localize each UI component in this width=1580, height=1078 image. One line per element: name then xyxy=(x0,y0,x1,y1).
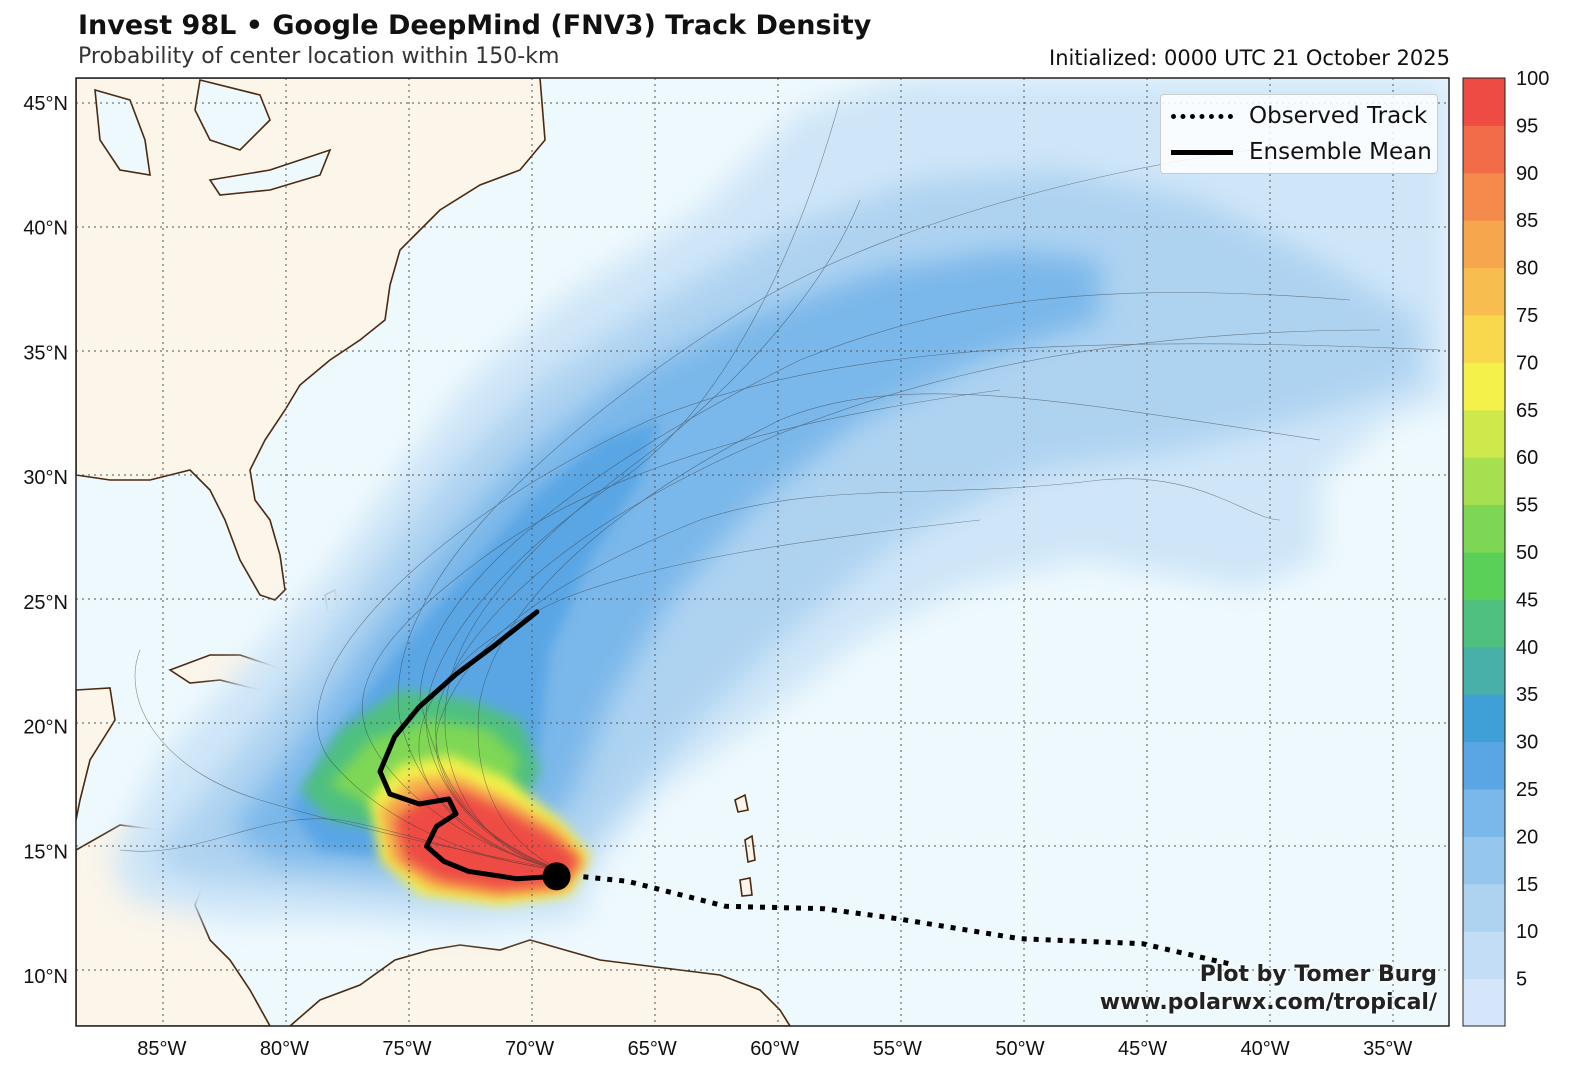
colorbar-segment xyxy=(1463,78,1505,126)
colorbar-label: 5 xyxy=(1516,969,1527,991)
colorbar-label: 45 xyxy=(1516,589,1538,611)
lon-label: 80°W xyxy=(260,1038,309,1060)
colorbar-label: 95 xyxy=(1516,115,1538,137)
credit-url[interactable]: www.polarwx.com/tropical/ xyxy=(1099,990,1437,1015)
colorbar-label: 20 xyxy=(1516,826,1538,848)
lon-label: 65°W xyxy=(628,1038,677,1060)
colorbar-label: 60 xyxy=(1516,447,1538,469)
colorbar-frame xyxy=(1462,77,1506,1027)
lon-label: 40°W xyxy=(1241,1038,1290,1060)
colorbar-segment xyxy=(1463,978,1505,1027)
lon-label: 45°W xyxy=(1118,1038,1167,1060)
colorbar-segment xyxy=(1463,267,1505,316)
legend-observed-label: Observed Track xyxy=(1249,103,1428,129)
colorbar xyxy=(1463,78,1505,1027)
solid-line-icon xyxy=(1171,149,1233,155)
colorbar-segment xyxy=(1463,362,1505,411)
colorbar-segment xyxy=(1463,125,1505,174)
colorbar-label: 30 xyxy=(1516,732,1538,754)
colorbar-segment xyxy=(1463,741,1505,790)
legend-observed-track: Observed Track xyxy=(1171,101,1427,131)
colorbar-segment xyxy=(1463,315,1505,363)
gridlines xyxy=(76,78,1449,1026)
lat-label: 10°N xyxy=(23,966,68,988)
initialized-time: Initialized: 0000 UTC 21 October 2025 xyxy=(1049,46,1450,70)
lat-label: 40°N xyxy=(23,218,68,240)
colorbar-label: 90 xyxy=(1516,163,1538,185)
colorbar-segment xyxy=(1463,220,1505,269)
colorbar-segment xyxy=(1463,931,1505,980)
lat-label: 15°N xyxy=(23,841,68,863)
colorbar-segment xyxy=(1463,646,1505,695)
colorbar-segment xyxy=(1463,172,1505,221)
lat-label: 45°N xyxy=(23,93,68,115)
colorbar-segment xyxy=(1463,694,1505,743)
colorbar-segment xyxy=(1463,836,1505,885)
ensemble-member-tracks xyxy=(119,99,1441,871)
colorbar-segment xyxy=(1463,883,1505,932)
ensemble-mean-line xyxy=(377,609,559,882)
lon-label: 50°W xyxy=(995,1038,1044,1060)
chart-title: Invest 98L • Google DeepMind (FNV3) Trac… xyxy=(78,10,872,41)
colorbar-label: 25 xyxy=(1516,779,1538,801)
chart-subtitle: Probability of center location within 15… xyxy=(78,44,560,69)
legend: Observed Track Ensemble Mean xyxy=(1160,94,1438,174)
storm-position-marker xyxy=(542,862,571,891)
colorbar-segment xyxy=(1463,552,1505,600)
lon-label: 60°W xyxy=(750,1038,799,1060)
colorbar-segment xyxy=(1463,409,1505,458)
lon-label: 35°W xyxy=(1363,1038,1412,1060)
colorbar-label: 50 xyxy=(1516,542,1538,564)
colorbar-label: 65 xyxy=(1516,400,1538,422)
colorbar-label: 40 xyxy=(1516,637,1538,659)
latitude-labels: 45°N 40°N 35°N 30°N 25°N 20°N 15°N 10°N xyxy=(23,93,68,988)
colorbar-label: 15 xyxy=(1516,874,1538,896)
map-frame xyxy=(75,77,1450,1027)
colorbar-label: 80 xyxy=(1516,258,1538,280)
colorbar-label: 100 xyxy=(1516,68,1549,90)
lon-label: 70°W xyxy=(505,1038,554,1060)
credit-author: Plot by Tomer Burg xyxy=(1199,962,1437,987)
lon-label: 55°W xyxy=(873,1038,922,1060)
lon-label: 75°W xyxy=(382,1038,431,1060)
colorbar-segment xyxy=(1463,457,1505,506)
colorbar-label: 75 xyxy=(1516,305,1538,327)
dotted-line-icon xyxy=(1171,113,1233,119)
longitude-labels: 85°W 80°W 75°W 70°W 65°W 60°W 55°W 50°W 45°W 40°W… xyxy=(137,1038,1412,1060)
lat-label: 25°N xyxy=(23,592,68,614)
colorbar-segment xyxy=(1463,789,1505,837)
colorbar-label: 70 xyxy=(1516,352,1538,374)
observed-track-line xyxy=(578,873,1229,967)
land xyxy=(76,78,791,1026)
colorbar-label: 85 xyxy=(1516,210,1538,232)
lat-label: 35°N xyxy=(23,342,68,364)
colorbar-label: 35 xyxy=(1516,684,1538,706)
colorbar-labels: 5 10 15 20 25 30 35 40 45 50 55 60 65 70 75 80 85 90 95 100 xyxy=(1516,68,1549,991)
legend-ensemble-mean: Ensemble Mean xyxy=(1171,137,1432,167)
lat-label: 30°N xyxy=(23,467,68,489)
lat-label: 20°N xyxy=(23,717,68,739)
lon-label: 85°W xyxy=(137,1038,186,1060)
colorbar-label: 55 xyxy=(1516,495,1538,517)
colorbar-segment xyxy=(1463,599,1505,648)
colorbar-segment xyxy=(1463,504,1505,553)
legend-mean-label: Ensemble Mean xyxy=(1249,139,1432,165)
colorbar-label: 10 xyxy=(1516,921,1538,943)
